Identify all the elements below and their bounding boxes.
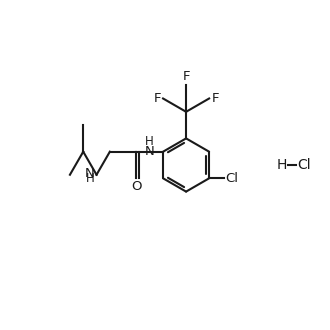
Text: N: N [145,145,155,158]
Text: H: H [86,172,95,185]
Text: F: F [153,92,161,105]
Text: H: H [146,135,154,148]
Text: Cl: Cl [297,158,311,172]
Text: N: N [85,167,95,180]
Text: Cl: Cl [225,172,238,185]
Text: F: F [182,70,190,83]
Text: F: F [212,92,219,105]
Text: H: H [276,158,287,172]
Text: O: O [131,180,142,193]
